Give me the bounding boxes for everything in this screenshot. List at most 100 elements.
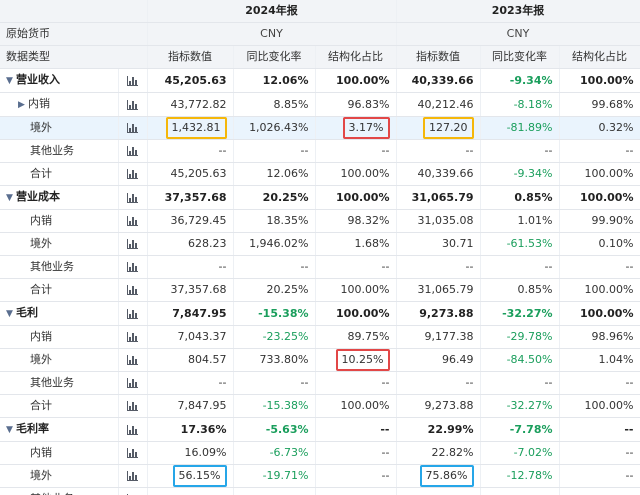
table-row[interactable]: 境外 1,432.81 1,026.43% 3.17% 127.20 -81.89% 0.3…	[0, 116, 640, 140]
bar-chart-icon[interactable]	[127, 99, 138, 110]
chart-icon-cell[interactable]	[118, 487, 148, 495]
cell-value: 1.01%	[517, 214, 553, 227]
table-row[interactable]: 合计 45,205.63 12.06% 100.00% 40,339.66 -9.34% 1…	[0, 162, 640, 186]
table-row[interactable]: 合计 7,847.95 -15.38% 100.00% 9,273.88 -32.27% 1…	[0, 394, 640, 418]
section-row[interactable]: ▼ 毛利率 17.36% -5.63% -- 22.99% -7.78% --	[0, 417, 640, 442]
chart-icon-cell[interactable]	[118, 325, 148, 349]
cell-value: 1.04%	[598, 353, 634, 366]
cell-yoy-2023: --	[480, 255, 560, 279]
chart-icon-cell[interactable]	[118, 464, 148, 488]
cell-value: --	[381, 446, 390, 459]
row-label-cell[interactable]: ▼ 毛利	[0, 301, 119, 326]
section-row[interactable]: ▼ 营业收入 45,205.63 12.06% 100.00% 40,339.66 -9.3…	[0, 68, 640, 93]
row-label-cell: 内销	[0, 209, 119, 233]
row-label: 内销	[30, 330, 52, 343]
col-header-value-2024[interactable]: 指标数值	[147, 45, 234, 69]
cell-value-2023: 22.99%	[396, 417, 481, 442]
collapse-caret-icon[interactable]: ▼	[6, 425, 13, 435]
cell-value: --	[300, 144, 309, 157]
bar-chart-icon[interactable]	[127, 424, 138, 435]
cell-value-2023: 9,177.38	[396, 325, 481, 349]
bar-chart-icon[interactable]	[127, 192, 138, 203]
cell-value: 12.06%	[266, 167, 309, 180]
bar-chart-icon[interactable]	[127, 216, 138, 226]
chart-icon-cell[interactable]	[118, 92, 148, 117]
bar-chart-icon[interactable]	[127, 239, 138, 249]
table-row[interactable]: ▶ 内销 43,772.82 8.85% 96.83% 40,212.46 -8.18% 99…	[0, 92, 640, 117]
chart-icon-cell[interactable]	[118, 116, 148, 140]
expand-caret-icon[interactable]: ▶	[18, 100, 25, 110]
table-row[interactable]: 境外 628.23 1,946.02% 1.68% 30.71 -61.53% 0.10%	[0, 232, 640, 256]
table-row[interactable]: 内销 36,729.45 18.35% 98.32% 31,035.08 1.01% 99.…	[0, 209, 640, 233]
chart-icon-cell[interactable]	[118, 209, 148, 233]
cell-value: -7.78%	[509, 422, 553, 436]
section-row[interactable]: ▼ 毛利 7,847.95 -15.38% 100.00% 9,273.88 -32.27%…	[0, 301, 640, 326]
bar-chart-icon[interactable]	[127, 448, 138, 458]
cell-share-2024: 3.17%	[315, 116, 397, 140]
chart-icon-cell[interactable]	[118, 394, 148, 418]
bar-chart-icon[interactable]	[127, 123, 138, 133]
bar-chart-icon[interactable]	[127, 75, 138, 86]
row-label-cell[interactable]: ▼ 营业收入	[0, 68, 119, 93]
chart-icon-cell[interactable]	[118, 162, 148, 186]
bar-chart-icon[interactable]	[127, 401, 138, 411]
table-row[interactable]: 内销 7,043.37 -23.25% 89.75% 9,177.38 -29.78% 98…	[0, 325, 640, 349]
bar-chart-icon[interactable]	[127, 285, 138, 295]
cell-value: --	[380, 422, 390, 436]
table-row[interactable]: 内销 16.09% -6.73% -- 22.82% -7.02% --	[0, 441, 640, 465]
cell-value: -5.63%	[265, 422, 309, 436]
col-header-share-2023[interactable]: 结构化占比	[559, 45, 640, 69]
chart-icon-cell[interactable]	[118, 441, 148, 465]
row-label: 境外	[30, 353, 52, 366]
col-header-share-2024[interactable]: 结构化占比	[315, 45, 397, 69]
bar-chart-icon[interactable]	[127, 332, 138, 342]
collapse-caret-icon[interactable]: ▼	[6, 193, 13, 203]
bar-chart-icon[interactable]	[127, 169, 138, 179]
bar-chart-icon[interactable]	[127, 146, 138, 156]
table-row[interactable]: 其他业务 -- -- -- -- -- --	[0, 139, 640, 163]
chart-icon-cell[interactable]	[118, 139, 148, 163]
cell-value-2023: --	[396, 487, 481, 495]
collapse-caret-icon[interactable]: ▼	[6, 309, 13, 319]
bar-chart-icon[interactable]	[127, 308, 138, 319]
chart-icon-cell[interactable]	[118, 232, 148, 256]
table-row[interactable]: 合计 37,357.68 20.25% 100.00% 31,065.79 0.85% 10…	[0, 278, 640, 302]
chart-icon-cell[interactable]	[118, 301, 148, 326]
table-row[interactable]: 境外 56.15% -19.71% -- 75.86% -12.78% --	[0, 464, 640, 488]
cell-share-2023: --	[559, 464, 640, 488]
cell-share-2024: 89.75%	[315, 325, 397, 349]
cell-value: -9.34%	[513, 167, 553, 180]
row-label-cell[interactable]: ▼ 营业成本	[0, 185, 119, 210]
chart-icon-cell[interactable]	[118, 371, 148, 395]
cell-yoy-2024: --	[233, 371, 316, 395]
bar-chart-icon[interactable]	[127, 378, 138, 388]
bar-chart-icon[interactable]	[127, 471, 138, 481]
collapse-caret-icon[interactable]: ▼	[6, 76, 13, 86]
col-header-value-2023[interactable]: 指标数值	[396, 45, 481, 69]
col-header-yoy-2024[interactable]: 同比变化率	[233, 45, 316, 69]
row-label-cell[interactable]: ▼ 毛利率	[0, 417, 119, 442]
bar-chart-icon[interactable]	[127, 355, 138, 365]
col-header-yoy-2023[interactable]: 同比变化率	[480, 45, 560, 69]
table-row[interactable]: 其他业务 -- -- -- -- -- --	[0, 255, 640, 279]
chart-icon-cell[interactable]	[118, 68, 148, 93]
cell-value-2023: 40,212.46	[396, 92, 481, 117]
table-row[interactable]: 其他业务 -- -- -- -- -- --	[0, 371, 640, 395]
section-row[interactable]: ▼ 营业成本 37,357.68 20.25% 100.00% 31,065.79 0.85…	[0, 185, 640, 210]
bar-chart-icon[interactable]	[127, 262, 138, 272]
row-label-cell[interactable]: ▶ 内销	[0, 92, 119, 117]
cell-value: 1,946.02%	[249, 237, 309, 250]
table-row[interactable]: 其他业务 -- -- -- -- -- --	[0, 487, 640, 495]
cell-yoy-2023: -61.53%	[480, 232, 560, 256]
cell-yoy-2023: --	[480, 371, 560, 395]
chart-icon-cell[interactable]	[118, 348, 148, 372]
chart-icon-cell[interactable]	[118, 278, 148, 302]
cell-value-2024: 45,205.63	[147, 162, 234, 186]
cell-value: 98.96%	[591, 330, 634, 343]
cell-value: -19.71%	[262, 469, 309, 482]
cell-value: --	[219, 492, 227, 495]
chart-icon-cell[interactable]	[118, 185, 148, 210]
chart-icon-cell[interactable]	[118, 417, 148, 442]
table-row[interactable]: 境外 804.57 733.80% 10.25% 96.49 -84.50% 1.04%	[0, 348, 640, 372]
chart-icon-cell[interactable]	[118, 255, 148, 279]
